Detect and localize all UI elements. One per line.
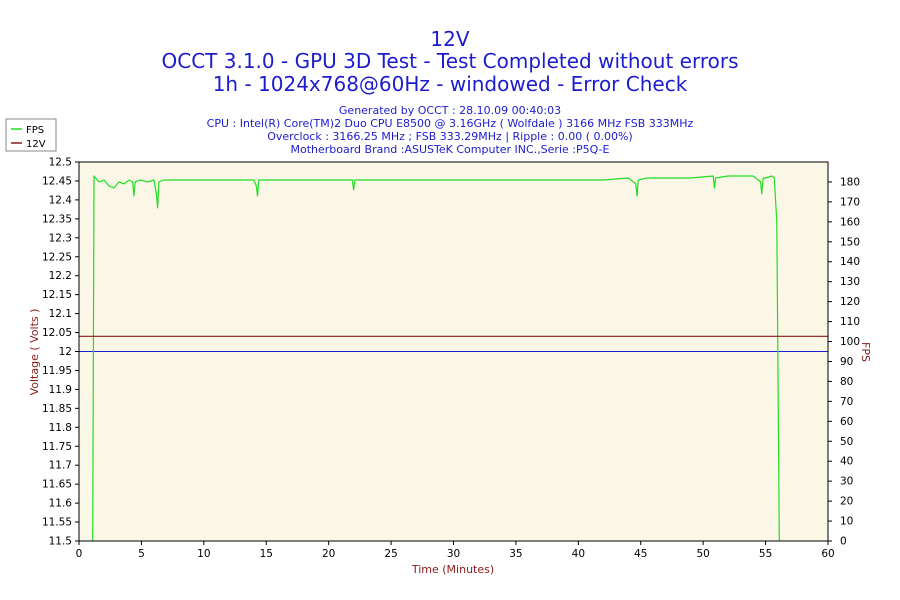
x-tick-label: 60 <box>821 548 834 560</box>
left-tick-label: 12.05 <box>42 327 72 339</box>
right-axis-label: FPS <box>859 342 872 362</box>
right-tick-label: 50 <box>840 436 853 448</box>
right-tick-label: 100 <box>840 336 860 348</box>
right-tick-label: 160 <box>840 216 860 228</box>
chart-title: 12V <box>430 27 469 51</box>
left-tick-label: 11.75 <box>42 441 72 453</box>
x-tick-label: 20 <box>322 548 335 560</box>
info-cpu: CPU : Intel(R) Core(TM)2 Duo CPU E8500 @… <box>207 117 694 130</box>
right-tick-label: 110 <box>840 316 860 328</box>
left-tick-label: 12.45 <box>42 175 72 187</box>
right-tick-label: 170 <box>840 196 860 208</box>
right-tick-label: 120 <box>840 296 860 308</box>
right-axis-ticks: 1801701601501401301201101009080706050403… <box>828 176 860 548</box>
left-tick-label: 11.6 <box>49 498 73 510</box>
chart-legend: FPS 12V <box>5 118 57 152</box>
right-tick-label: 0 <box>840 536 847 548</box>
x-tick-label: 50 <box>696 548 709 560</box>
x-tick-label: 5 <box>138 548 145 560</box>
info-overclock: Overclock : 3166.25 MHz ; FSB 333.29MHz … <box>267 130 632 143</box>
left-tick-label: 11.55 <box>42 517 72 529</box>
left-tick-label: 12 <box>59 346 72 358</box>
left-axis-ticks: 12.5 12.45 12.4 12.35 12.3 12.25 12.2 12.15 12.1… <box>42 157 79 548</box>
left-tick-label: 12.2 <box>49 270 72 282</box>
right-tick-label: 20 <box>840 496 853 508</box>
x-axis-label: Time (Minutes) <box>411 563 494 576</box>
left-tick-label: 12.4 <box>49 194 73 206</box>
left-tick-label: 12.35 <box>42 213 72 225</box>
series-line-fps <box>92 175 780 542</box>
info-motherboard: Motherboard Brand :ASUSTeK Computer INC.… <box>290 143 609 156</box>
x-tick-label: 45 <box>634 548 647 560</box>
left-tick-label: 11.7 <box>49 460 72 472</box>
left-tick-label: 12.25 <box>42 251 72 263</box>
right-tick-label: 30 <box>840 476 853 488</box>
right-tick-label: 150 <box>840 236 860 248</box>
x-tick-label: 35 <box>509 548 522 560</box>
x-axis-ticks: 0 5 10 15 20 25 30 35 40 45 50 55 60 <box>76 541 835 560</box>
right-tick-label: 130 <box>840 276 860 288</box>
right-tick-label: 80 <box>840 376 853 388</box>
left-tick-label: 12.1 <box>49 308 72 320</box>
system-info-block: Generated by OCCT : 28.10.09 00:40:03 CP… <box>207 104 694 156</box>
left-tick-label: 11.65 <box>42 479 72 491</box>
left-tick-label: 11.5 <box>49 536 72 548</box>
x-tick-label: 30 <box>447 548 460 560</box>
right-tick-label: 70 <box>840 396 853 408</box>
left-tick-label: 11.95 <box>42 365 72 377</box>
chart-subtitle-test: OCCT 3.1.0 - GPU 3D Test - Test Complete… <box>162 49 739 73</box>
right-tick-label: 60 <box>840 416 853 428</box>
left-tick-label: 12.5 <box>49 157 72 169</box>
legend-label-12v: 12V <box>26 139 46 150</box>
left-tick-label: 12.15 <box>42 289 72 301</box>
x-tick-label: 40 <box>572 548 585 560</box>
right-tick-label: 140 <box>840 256 860 268</box>
plot-content <box>79 175 828 542</box>
x-tick-label: 25 <box>384 548 397 560</box>
chart-title-block: 12V OCCT 3.1.0 - GPU 3D Test - Test Comp… <box>162 27 739 96</box>
legend-box <box>5 118 57 152</box>
x-tick-label: 55 <box>759 548 772 560</box>
left-axis-label: Voltage ( Volts ) <box>28 309 41 396</box>
right-tick-label: 10 <box>840 516 853 528</box>
x-tick-label: 10 <box>197 548 210 560</box>
left-tick-label: 12.3 <box>49 232 72 244</box>
x-tick-label: 0 <box>76 548 83 560</box>
right-tick-label: 180 <box>840 176 860 188</box>
x-tick-label: 15 <box>260 548 273 560</box>
right-tick-label: 40 <box>840 456 853 468</box>
info-generated: Generated by OCCT : 28.10.09 00:40:03 <box>339 104 561 117</box>
left-tick-label: 11.85 <box>42 403 72 415</box>
left-tick-label: 11.8 <box>49 422 72 434</box>
right-tick-label: 90 <box>840 356 853 368</box>
left-tick-label: 11.9 <box>49 384 72 396</box>
chart-subtitle-config: 1h - 1024x768@60Hz - windowed - Error Ch… <box>213 72 688 96</box>
legend-label-fps: FPS <box>26 125 44 136</box>
